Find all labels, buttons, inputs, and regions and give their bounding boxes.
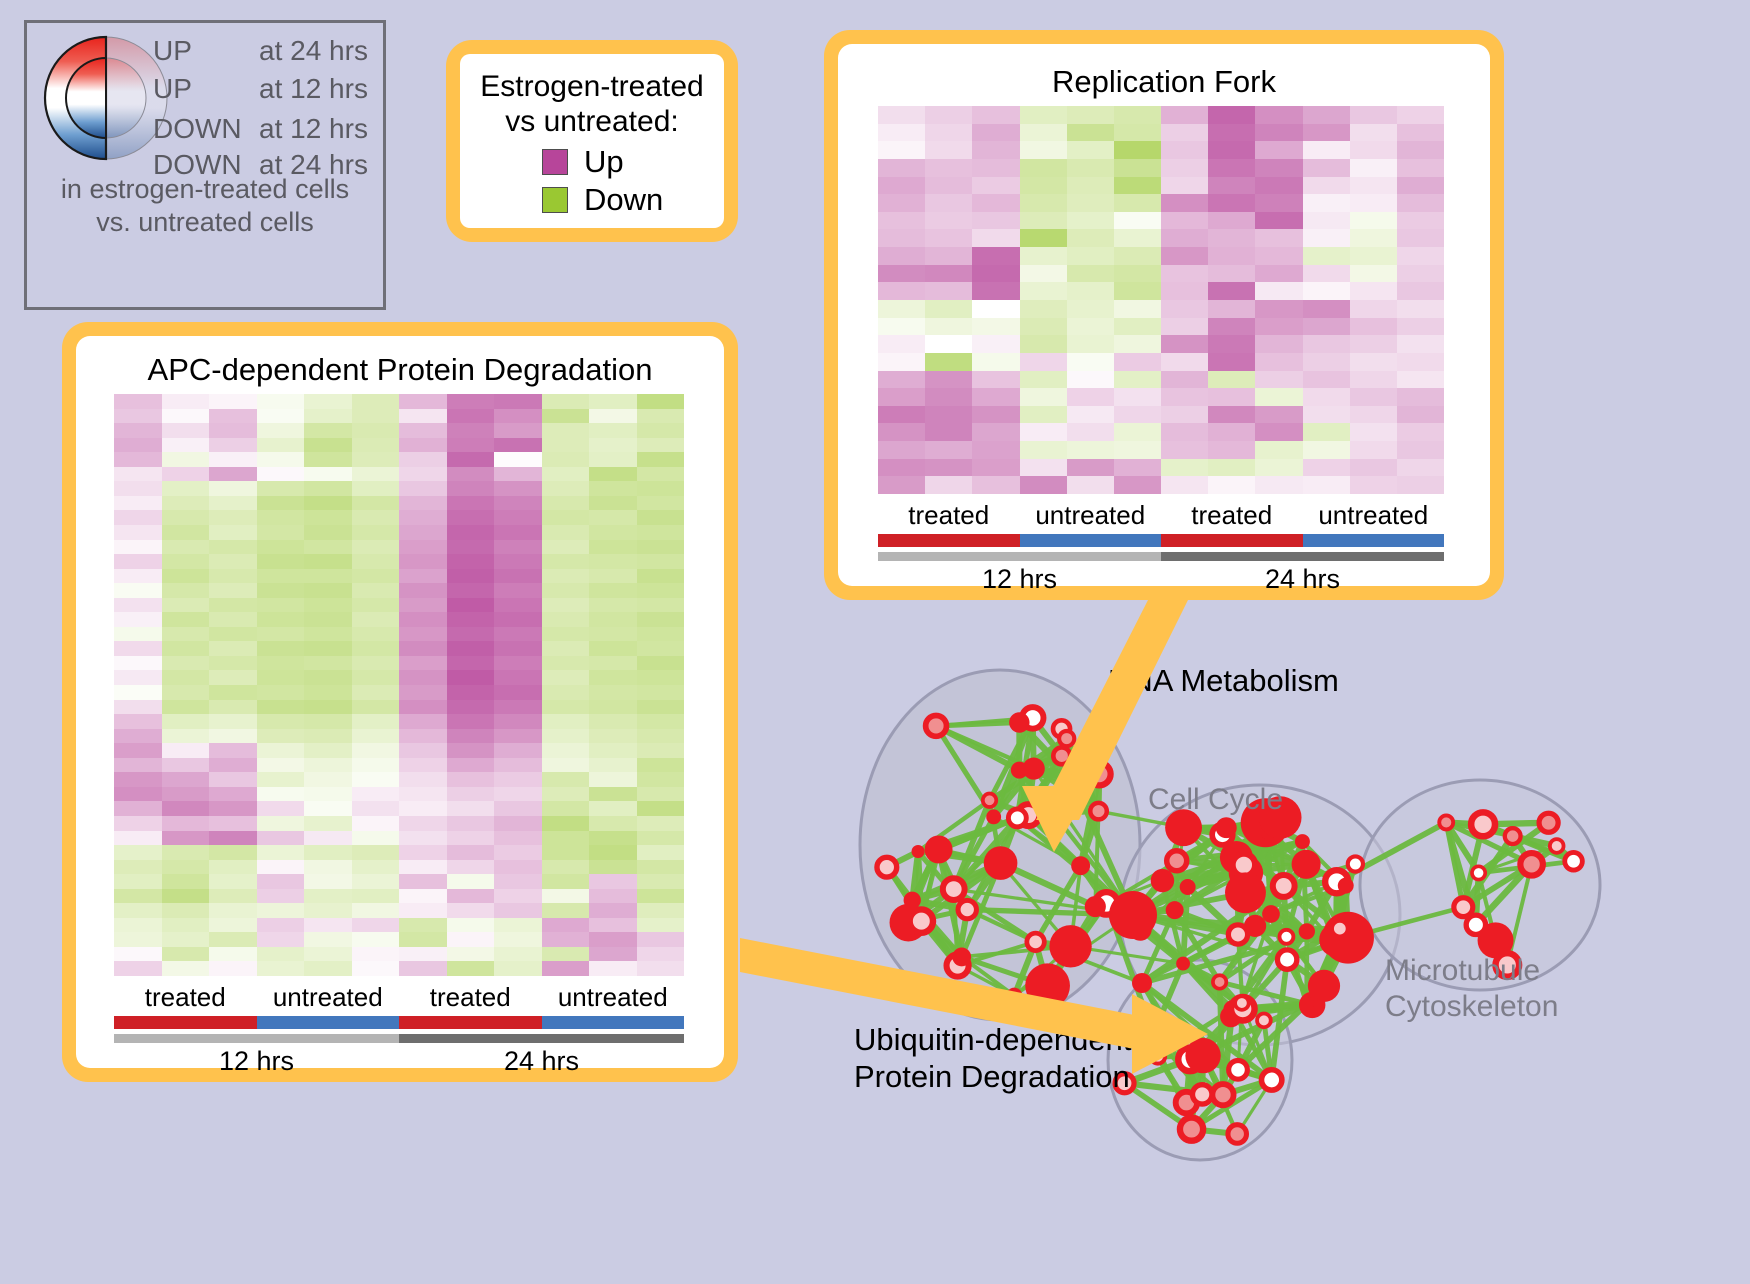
arrow-apc-to-ubiquitin <box>740 938 1208 1074</box>
arrow-replication-to-dna <box>1022 600 1188 852</box>
